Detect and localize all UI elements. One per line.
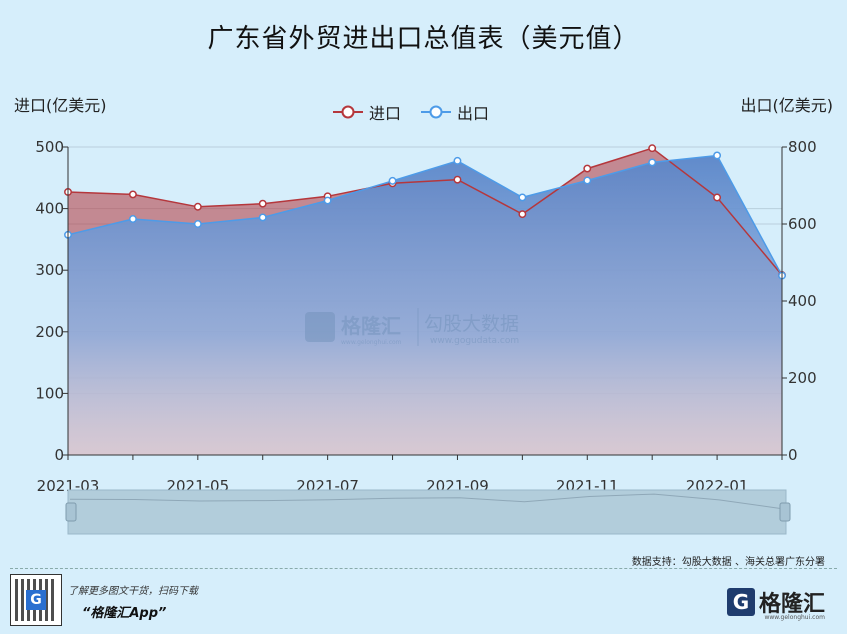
datazoom-left-handle[interactable] <box>65 502 77 522</box>
legend-item-import[interactable]: 进口 <box>333 100 401 124</box>
legend-item-export[interactable]: 出口 <box>421 100 489 124</box>
y-left-tick-label: 400 <box>35 200 64 218</box>
watermark-logo-icon <box>305 312 335 342</box>
y-right-tick-label: 0 <box>788 446 798 464</box>
export-point[interactable] <box>713 151 722 160</box>
export-point[interactable] <box>518 193 527 202</box>
line-layer <box>67 147 783 276</box>
export-point[interactable] <box>388 176 397 185</box>
import-point[interactable] <box>648 144 657 153</box>
watermark: 格隆汇 www.gelonghui.com 勾股大数据 www.gogudata… <box>305 308 519 346</box>
export-point[interactable] <box>193 220 202 228</box>
y-right-tick-label: 200 <box>788 369 817 387</box>
footer-brand-name: 格隆汇 <box>758 592 825 617</box>
export-point[interactable] <box>258 213 267 222</box>
promo-text: 了解更多图文干货，扫码下载 <box>68 586 198 597</box>
brand-logo-icon: G <box>726 588 755 616</box>
promo-app-name: “格隆汇App” <box>82 606 167 621</box>
legend-export-label: 出口 <box>457 104 490 123</box>
footer-brand-url: www.gelonghui.com <box>764 614 825 621</box>
y-right-axis-label: 出口(亿美元) <box>740 96 834 115</box>
import-point[interactable] <box>713 193 722 202</box>
y-left-tick-label: 200 <box>35 323 64 341</box>
y-right-tick-label: 400 <box>788 292 817 310</box>
qr-badge: G <box>26 590 46 610</box>
y-right-tick-label: 600 <box>788 215 817 233</box>
import-point[interactable] <box>518 210 527 219</box>
y-right-tick-label: 800 <box>788 138 817 156</box>
area-layer <box>68 148 782 455</box>
legend-import-label: 进口 <box>369 104 402 123</box>
import-point[interactable] <box>453 175 462 184</box>
legend: 进口 出口 <box>333 100 503 124</box>
datazoom-track[interactable] <box>67 489 787 535</box>
import-point[interactable] <box>193 202 202 211</box>
watermark-brand: 格隆汇 <box>341 314 401 338</box>
watermark-data-url: www.gogudata.com <box>430 336 519 346</box>
import-point[interactable] <box>258 199 267 208</box>
watermark-data-brand: 勾股大数据 <box>424 313 519 335</box>
y-left-axis-label: 进口(亿美元) <box>14 96 107 115</box>
import-line <box>67 147 783 276</box>
export-line <box>67 154 783 276</box>
import-point[interactable] <box>583 164 592 173</box>
datazoom-preview-line <box>69 493 785 510</box>
qr-code-icon[interactable]: G <box>10 574 62 626</box>
y-left-tick-label: 500 <box>35 138 64 156</box>
import-point[interactable] <box>128 190 137 199</box>
y-left-tick-label: 100 <box>35 384 64 402</box>
watermark-brand-url: www.gelonghui.com <box>341 339 402 346</box>
export-point[interactable] <box>648 158 657 167</box>
export-point[interactable] <box>453 156 462 165</box>
point-layer <box>64 144 786 280</box>
export-point[interactable] <box>128 215 137 223</box>
export-area <box>68 155 782 455</box>
y-left-tick-label: 300 <box>35 261 64 279</box>
export-point[interactable] <box>323 196 332 205</box>
chart-title: 广东省外贸进出口总值表（美元值） <box>207 24 640 54</box>
datazoom-right-handle[interactable] <box>779 502 791 522</box>
datazoom-slider[interactable] <box>65 489 791 535</box>
footer-brand: G 格隆汇 <box>726 586 825 618</box>
legend-import-marker-icon <box>333 105 363 119</box>
legend-export-marker-icon <box>421 105 452 119</box>
export-point[interactable] <box>583 176 592 185</box>
data-source: 数据支持：勾股大数据 、海关总署广东分署 <box>631 557 825 568</box>
footer-divider <box>10 568 837 569</box>
y-left-tick-label: 0 <box>54 446 64 464</box>
